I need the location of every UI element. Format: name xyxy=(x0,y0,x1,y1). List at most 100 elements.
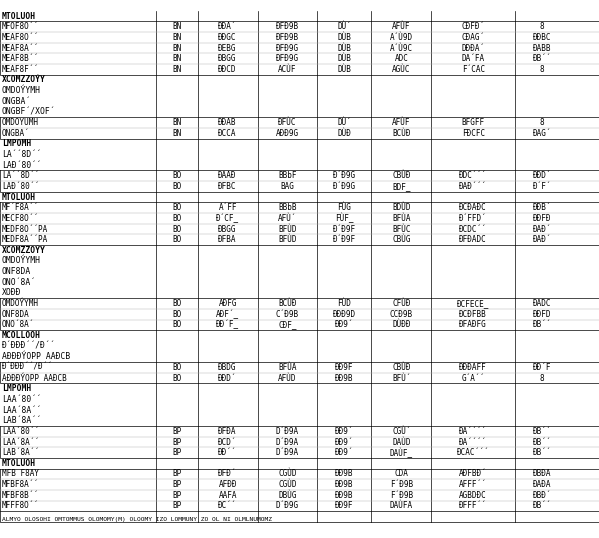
Text: AFÐÐ: AFÐÐ xyxy=(219,480,237,489)
Text: BDF_: BDF_ xyxy=(392,182,410,191)
Text: BN: BN xyxy=(172,33,181,42)
Text: ÐCAC´´´: ÐCAC´´´ xyxy=(457,448,489,457)
Text: ÐBGG: ÐBGG xyxy=(219,224,237,233)
Text: ÐÐ9B: ÐÐ9B xyxy=(335,470,353,478)
Text: AGÙC: AGÙC xyxy=(392,65,410,74)
Text: ÐFÐ9G: ÐFÐ9G xyxy=(276,54,299,63)
Text: CÐAG´: CÐAG´ xyxy=(462,33,485,42)
Text: ÐCCA: ÐCCA xyxy=(219,129,237,138)
Text: BFÙ´: BFÙ´ xyxy=(392,373,410,383)
Text: DAÙD: DAÙD xyxy=(392,437,410,447)
Text: MEAF8B´´: MEAF8B´´ xyxy=(2,54,39,63)
Text: MEAF8F´´: MEAF8F´´ xyxy=(2,65,39,74)
Text: D´Ð9A: D´Ð9A xyxy=(276,437,299,447)
Text: MECF8O´´: MECF8O´´ xyxy=(2,214,39,223)
Text: ÐEBG: ÐEBG xyxy=(219,44,237,53)
Text: BFÙC: BFÙC xyxy=(392,224,410,233)
Text: LAB´8A´´: LAB´8A´´ xyxy=(2,448,39,457)
Text: BP: BP xyxy=(172,437,181,447)
Text: CÐF_: CÐF_ xyxy=(279,320,297,329)
Text: ÐÐA´: ÐÐA´ xyxy=(219,22,237,31)
Text: ÐÐ9B: ÐÐ9B xyxy=(335,491,353,500)
Text: ÐÐ9B: ÐÐ9B xyxy=(335,373,353,383)
Text: CGÙ´: CGÙ´ xyxy=(392,427,410,436)
Text: ACÙF: ACÙF xyxy=(279,65,297,74)
Text: ÐÐÐ9D: ÐÐÐ9D xyxy=(333,310,356,318)
Text: BN: BN xyxy=(172,22,181,31)
Text: LAA´8A´´: LAA´8A´´ xyxy=(2,406,41,415)
Text: BO: BO xyxy=(172,171,181,180)
Text: 8: 8 xyxy=(540,65,544,74)
Text: FÙG: FÙG xyxy=(337,203,352,213)
Text: BP: BP xyxy=(172,491,181,500)
Text: ÐCDC´´: ÐCDC´´ xyxy=(459,224,487,233)
Text: ÐCFECE_: ÐCFECE_ xyxy=(457,299,489,308)
Text: ÐAÐA: ÐAÐA xyxy=(533,480,551,489)
Text: MFBF8A´´: MFBF8A´´ xyxy=(2,480,39,489)
Text: ÐÐBC: ÐÐBC xyxy=(533,33,551,42)
Text: DÙB: DÙB xyxy=(337,33,352,42)
Text: Ð´Ð9G: Ð´Ð9G xyxy=(333,171,356,180)
Text: LMPOMH: LMPOMH xyxy=(2,139,31,148)
Text: ÐBÐA: ÐBÐA xyxy=(533,470,551,478)
Text: Ð´Ð9F: Ð´Ð9F xyxy=(333,235,356,244)
Text: AFÙF: AFÙF xyxy=(392,118,410,127)
Text: BO: BO xyxy=(172,214,181,223)
Text: AFÙ´: AFÙ´ xyxy=(279,214,297,223)
Text: ONGBF´/XOF´: ONGBF´/XOF´ xyxy=(2,108,56,116)
Text: D´Ð9A: D´Ð9A xyxy=(276,448,299,457)
Text: ÐC´´: ÐC´´ xyxy=(219,501,237,511)
Text: BO: BO xyxy=(172,363,181,372)
Text: BCÙÐ: BCÙÐ xyxy=(392,129,410,138)
Text: MTOLUOH: MTOLUOH xyxy=(2,12,36,20)
Text: ÐCD´: ÐCD´ xyxy=(219,437,237,447)
Text: ÐB´´: ÐB´´ xyxy=(533,427,551,436)
Text: ÐFÐ´: ÐFÐ´ xyxy=(219,470,237,478)
Text: BBbB: BBbB xyxy=(279,203,297,213)
Text: A´Ù9C: A´Ù9C xyxy=(390,44,413,53)
Text: BAG: BAG xyxy=(280,182,295,191)
Text: DBÙG: DBÙG xyxy=(279,491,297,500)
Text: Ð´Ð9G: Ð´Ð9G xyxy=(333,182,356,191)
Text: ÐFÙC: ÐFÙC xyxy=(279,118,297,127)
Text: ÐÐ9´: ÐÐ9´ xyxy=(335,448,353,457)
Text: MFBF8B´´: MFBF8B´´ xyxy=(2,491,39,500)
Text: BDÙD: BDÙD xyxy=(392,203,410,213)
Text: AÐFBÐ´: AÐFBÐ´ xyxy=(459,470,487,478)
Text: BP: BP xyxy=(172,501,181,511)
Text: AÐÐÐÝOPP AAÐCB: AÐÐÐÝOPP AAÐCB xyxy=(2,373,66,383)
Text: FÐCFC: FÐCFC xyxy=(462,129,485,138)
Text: C´Ð9B: C´Ð9B xyxy=(276,310,299,318)
Text: MEDF8A´´PA: MEDF8A´´PA xyxy=(2,235,48,244)
Text: AFFF´´: AFFF´´ xyxy=(459,480,487,489)
Text: AÐÐ9G: AÐÐ9G xyxy=(276,129,299,138)
Text: ÐFÐ9B: ÐFÐ9B xyxy=(276,33,299,42)
Text: ÐABB: ÐABB xyxy=(533,44,551,53)
Bar xyxy=(0,384,599,426)
Text: OMDOÝYMH: OMDOÝYMH xyxy=(2,86,41,95)
Text: MTOLUOH: MTOLUOH xyxy=(2,193,36,202)
Text: DÙB: DÙB xyxy=(337,44,352,53)
Text: ÐÐÐAFF: ÐÐÐAFF xyxy=(459,363,487,372)
Text: ÐÐCD: ÐÐCD xyxy=(219,65,237,74)
Text: BN: BN xyxy=(172,54,181,63)
Bar xyxy=(0,75,599,117)
Text: G´A´´: G´A´´ xyxy=(462,373,485,383)
Text: BFÙD: BFÙD xyxy=(279,235,297,244)
Text: CÐFÐ´: CÐFÐ´ xyxy=(462,22,485,31)
Text: ÐBDG: ÐBDG xyxy=(219,363,237,372)
Text: CBÙG: CBÙG xyxy=(392,235,410,244)
Text: Ð´ÐÐÐ´´/Ð´´: Ð´ÐÐÐ´´/Ð´´ xyxy=(2,363,53,372)
Text: DÐÐA´: DÐÐA´ xyxy=(462,44,485,53)
Text: ONO´8A´: ONO´8A´ xyxy=(2,320,34,329)
Text: ÐÐAB: ÐÐAB xyxy=(219,118,237,127)
Text: BN: BN xyxy=(172,44,181,53)
Text: ÐB´´: ÐB´´ xyxy=(533,320,551,329)
Text: F´Ð9B: F´Ð9B xyxy=(390,491,413,500)
Text: OMDOÝYMH: OMDOÝYMH xyxy=(2,257,41,265)
Text: ALMYO OLOSOHI OMTOMMUS OLOMOMY(M) OLOOMY IZO LOMMUNY ZO OL NI OLMLNUMOMZ: ALMYO OLOSOHI OMTOMMUS OLOMOMY(M) OLOOMY… xyxy=(2,516,272,522)
Text: ÐAÐ´: ÐAÐ´ xyxy=(533,235,551,244)
Text: MCOLLOOH: MCOLLOOH xyxy=(2,331,41,340)
Text: Ð´Ð9F: Ð´Ð9F xyxy=(333,224,356,233)
Text: ÐFÐ9B: ÐFÐ9B xyxy=(276,22,299,31)
